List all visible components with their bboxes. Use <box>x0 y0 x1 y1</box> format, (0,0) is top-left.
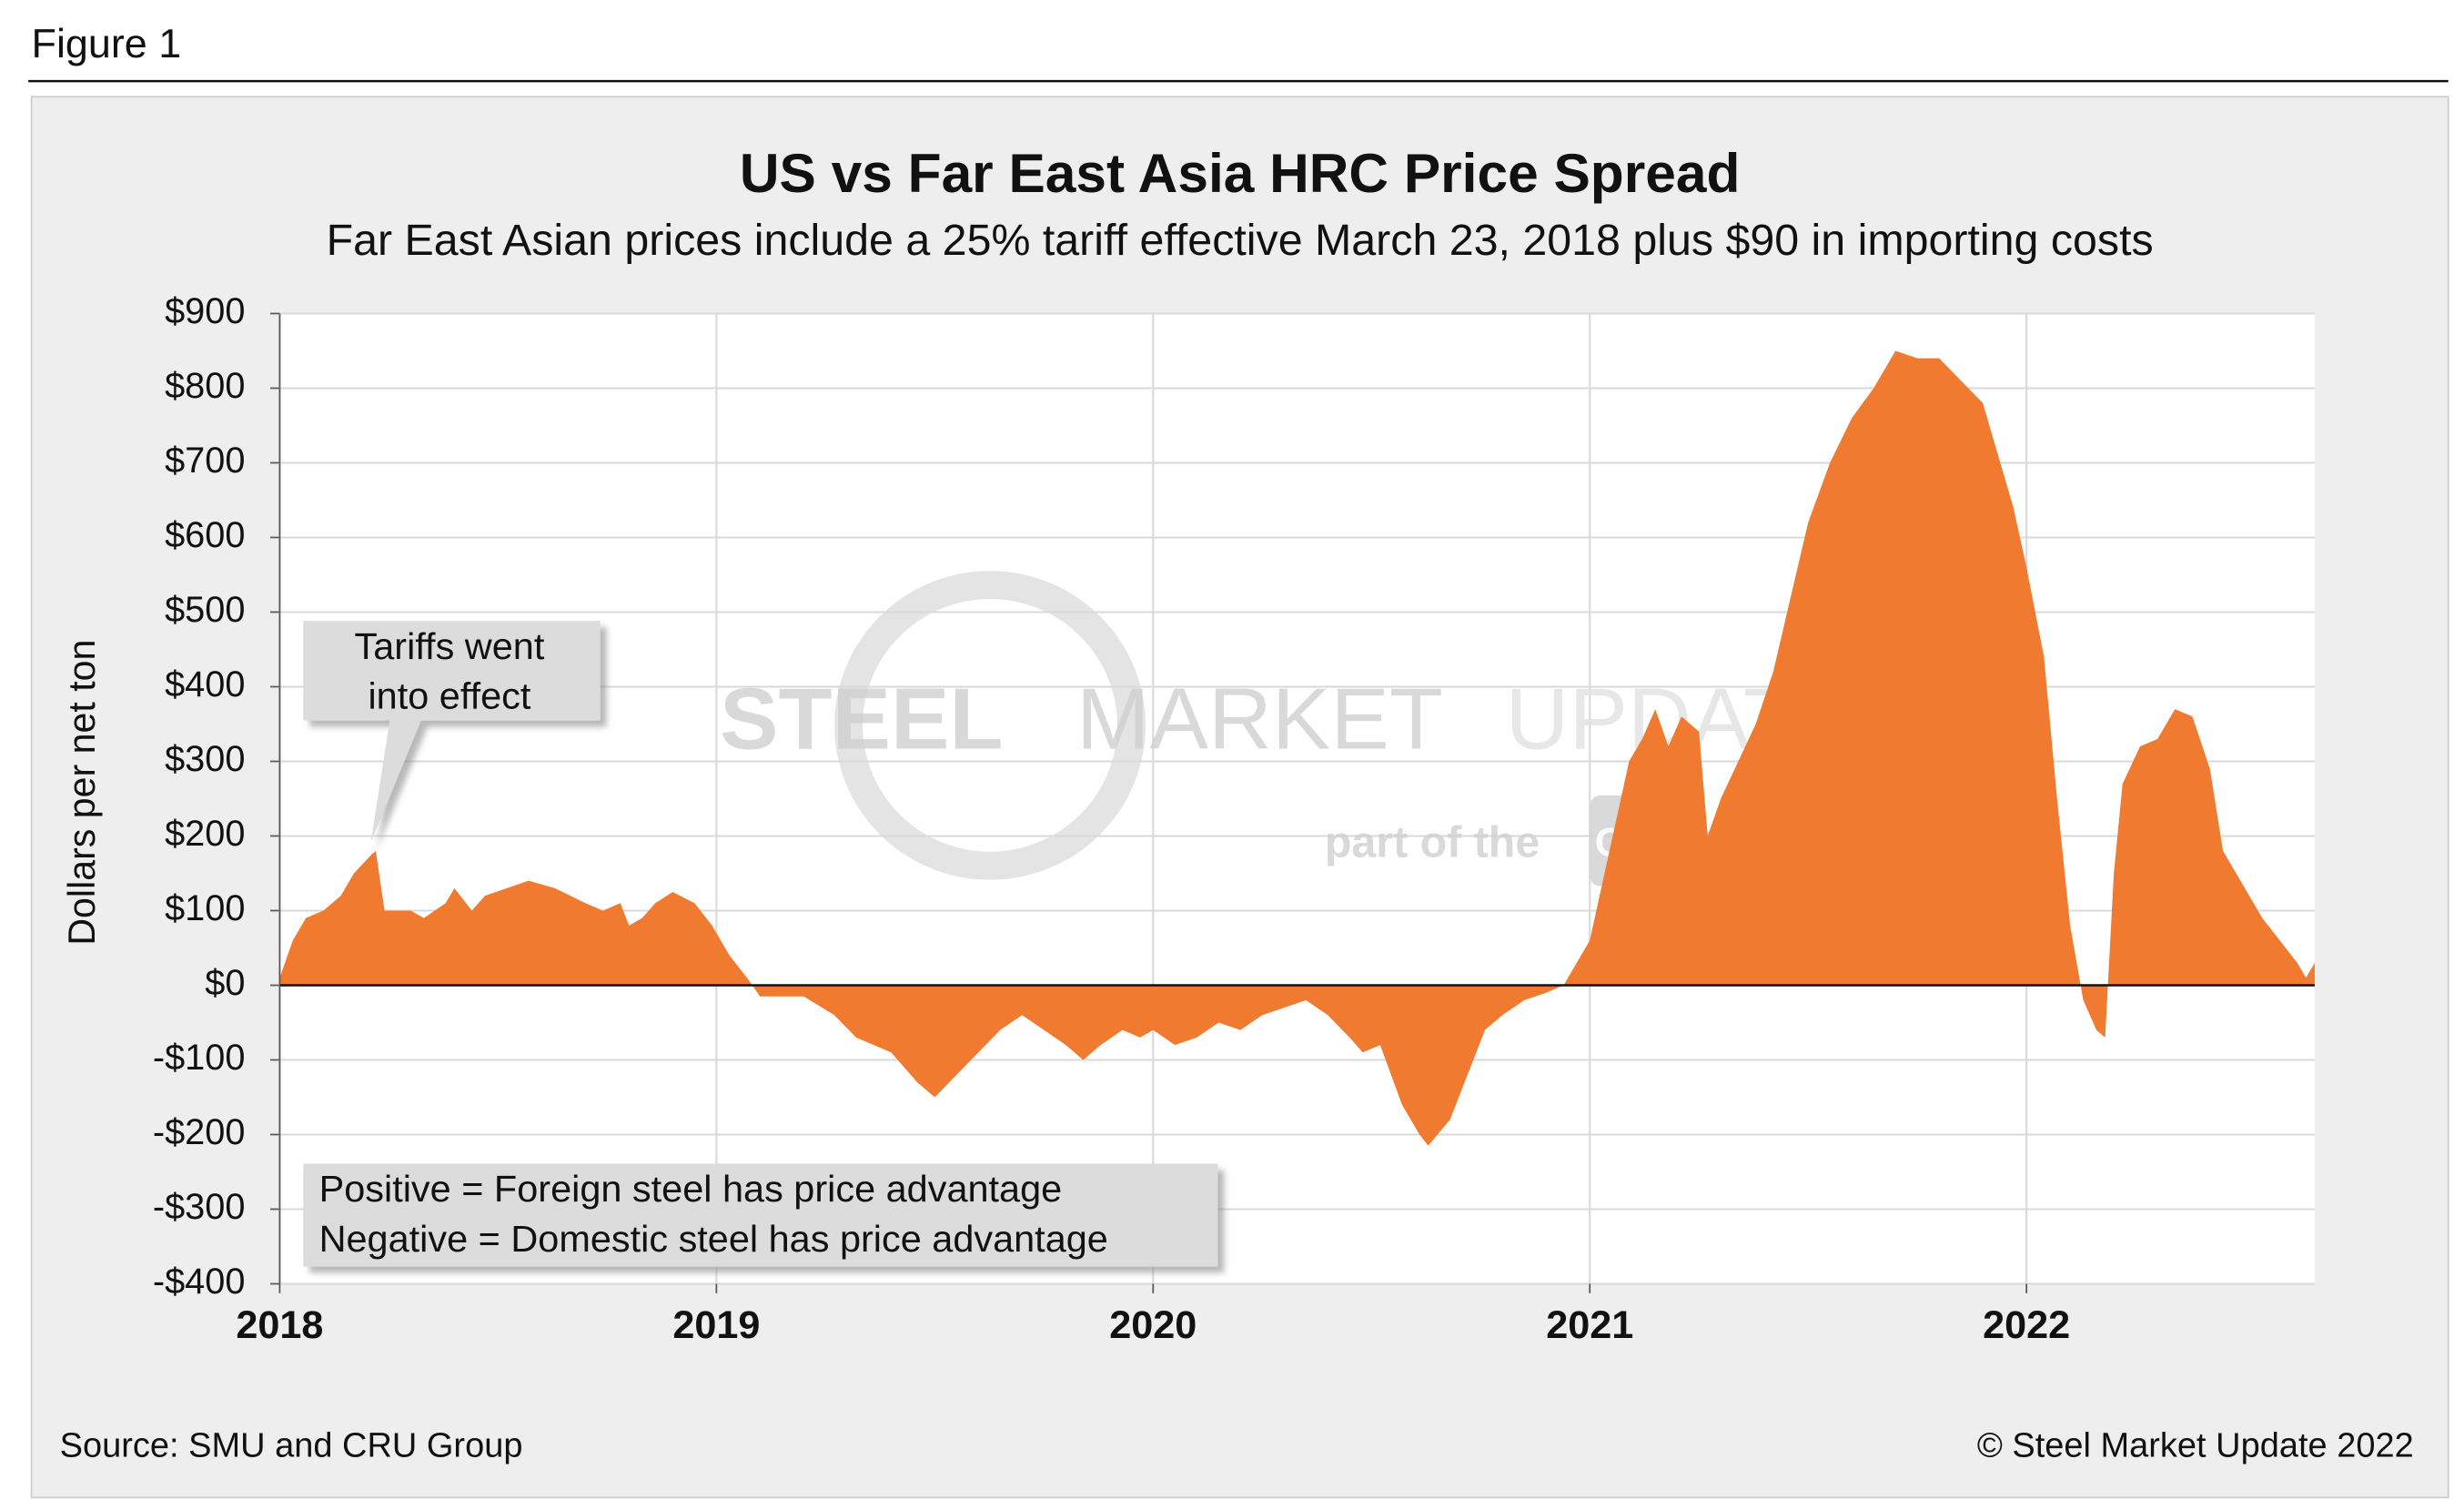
y-tick-label: $0 <box>205 963 245 1003</box>
watermark-ring <box>834 571 1146 880</box>
watermark-brand: STEEL <box>720 671 1004 768</box>
x-tick-label: 2019 <box>672 1303 760 1347</box>
y-tick-label: $100 <box>165 888 245 928</box>
x-tick-label: 2020 <box>1109 1303 1197 1347</box>
y-tick-label: -$300 <box>153 1187 246 1227</box>
y-axis-label: Dollars per net ton <box>61 640 103 946</box>
copyright: © Steel Market Update 2022 <box>1977 1427 2414 1465</box>
source: Source: SMU and CRU Group <box>60 1427 523 1465</box>
y-tick-label: -$400 <box>153 1262 246 1302</box>
y-tick-label: $700 <box>165 441 245 481</box>
y-tick-label: $300 <box>165 739 245 779</box>
note-text: Negative = Domestic steel has price adva… <box>319 1218 1108 1260</box>
y-tick-label: $800 <box>165 366 245 406</box>
note-box <box>303 1163 1218 1267</box>
chart-title: US vs Far East Asia HRC Price Spread <box>740 142 1740 204</box>
area <box>279 350 2315 1146</box>
watermark-brand: MARKET <box>1076 671 1443 768</box>
note-text: Positive = Foreign steel has price advan… <box>319 1168 1063 1210</box>
chart-subtitle: Far East Asian prices include a 25% tari… <box>327 216 2154 265</box>
watermark-tagline: part of the <box>1325 818 1540 867</box>
y-tick-label: $900 <box>165 291 245 331</box>
figure-label: Figure 1 <box>32 22 182 66</box>
callout <box>303 621 601 843</box>
y-tick-label: $200 <box>165 814 245 854</box>
callout-text: into effect <box>368 675 530 717</box>
y-tick-label: $500 <box>165 590 245 630</box>
x-tick-label: 2022 <box>1983 1303 2070 1347</box>
x-tick-label: 2018 <box>236 1303 323 1347</box>
y-tick-label: $600 <box>165 515 245 555</box>
callout-text: Tariffs went <box>355 625 545 667</box>
y-tick-label: -$100 <box>153 1038 246 1078</box>
y-tick-label: -$200 <box>153 1112 246 1152</box>
x-tick-label: 2021 <box>1546 1303 1633 1347</box>
y-tick-label: $400 <box>165 664 245 704</box>
